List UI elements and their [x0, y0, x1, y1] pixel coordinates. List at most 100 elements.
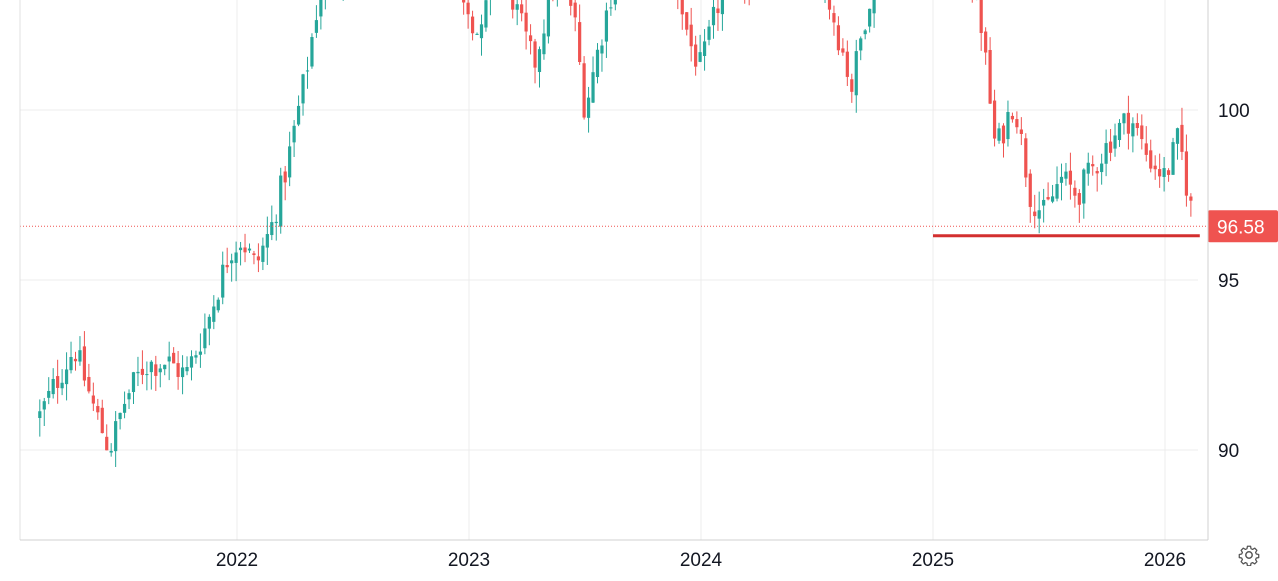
candle-body [546, 0, 551, 37]
candle-body [528, 35, 533, 42]
candle-body [1100, 163, 1104, 173]
candle-body [51, 378, 55, 395]
y-tick-label: 95 [1218, 271, 1239, 292]
candle-body [221, 264, 225, 298]
candle-body [600, 45, 604, 54]
candle-body [1144, 143, 1148, 155]
candle-body [1171, 142, 1175, 175]
candle-body [243, 247, 247, 253]
candle-body [149, 361, 153, 373]
candle-body [689, 24, 693, 47]
candle-body [100, 407, 104, 434]
candle-body [1189, 196, 1193, 201]
candle-body [868, 8, 872, 27]
candle-body [533, 41, 537, 68]
gear-icon [1238, 545, 1260, 566]
candle-body [573, 2, 577, 18]
candle-body [1117, 122, 1122, 141]
candle-body [863, 30, 867, 35]
candle-body [305, 70, 310, 72]
candle-body [1184, 151, 1189, 196]
candle-body [216, 299, 220, 311]
candle-body [1077, 193, 1081, 205]
candle-body [1140, 125, 1144, 140]
candle-body [1006, 112, 1010, 140]
candle-body [984, 31, 988, 53]
candle-body [230, 260, 234, 264]
candle-body [47, 390, 51, 398]
candle-body [189, 356, 194, 368]
candle-body [578, 22, 582, 63]
candle-body [484, 0, 488, 28]
candle-body [685, 12, 689, 30]
candle-body [127, 393, 131, 400]
candle-body [1024, 138, 1028, 178]
candle-body [238, 247, 243, 251]
candle-body [82, 346, 87, 381]
candles [38, 0, 1193, 468]
candle-body [163, 364, 167, 370]
candle-body [845, 51, 849, 77]
candle-body [702, 41, 707, 56]
candle-body [979, 0, 983, 33]
candle-body [1055, 184, 1059, 199]
candle-body [1042, 199, 1046, 206]
candle-body [680, 0, 684, 15]
candle-body [613, 0, 617, 5]
candle-body [265, 234, 269, 248]
candle-body [64, 369, 69, 385]
candle-body [252, 253, 256, 256]
candle-body [711, 6, 716, 26]
candle-body [582, 63, 586, 118]
candle-body [1158, 169, 1162, 177]
candle-body [274, 221, 278, 224]
candle-body [176, 363, 180, 377]
candle-body [1086, 162, 1090, 174]
candle-body [279, 175, 283, 227]
candle-body [198, 351, 203, 355]
candle-body [225, 265, 229, 268]
candle-body [301, 74, 305, 104]
candle-body [609, 7, 613, 9]
candle-body [694, 44, 698, 67]
candle-body [716, 8, 720, 14]
candle-body [1153, 165, 1157, 170]
candle-body [207, 316, 211, 329]
settings-button[interactable] [1236, 542, 1262, 568]
candle-body [1180, 124, 1184, 152]
candle-body [992, 100, 997, 139]
candle-body [720, 0, 725, 15]
candle-body [247, 248, 252, 251]
last-price-label: 96.58 [1217, 217, 1265, 238]
candle-body [261, 245, 265, 262]
candle-body [832, 13, 836, 23]
candle-body [56, 376, 60, 388]
candle-body [1046, 197, 1050, 200]
candle-body [542, 33, 546, 55]
candle-body [87, 376, 91, 392]
candle-body [1037, 210, 1041, 219]
candle-body [136, 371, 140, 374]
x-tick-label: 2024 [680, 550, 723, 571]
candle-body [288, 146, 292, 178]
candle-body [537, 49, 542, 73]
candle-body [1001, 125, 1006, 144]
candle-body [1064, 171, 1068, 179]
candle-body [167, 356, 171, 362]
x-tick-label: 2026 [1144, 550, 1186, 571]
candle-body [850, 79, 854, 92]
candle-body [836, 25, 841, 51]
candle-body [73, 358, 78, 362]
candle-body [203, 328, 207, 349]
candle-body [234, 252, 238, 263]
candle-body [511, 0, 515, 10]
candle-body [270, 222, 274, 236]
candle-body [475, 33, 479, 35]
candle-body [60, 382, 64, 389]
candle-body [1104, 143, 1108, 164]
candle-body [1149, 150, 1153, 169]
candle-body [854, 51, 858, 96]
candle-body [841, 48, 845, 53]
